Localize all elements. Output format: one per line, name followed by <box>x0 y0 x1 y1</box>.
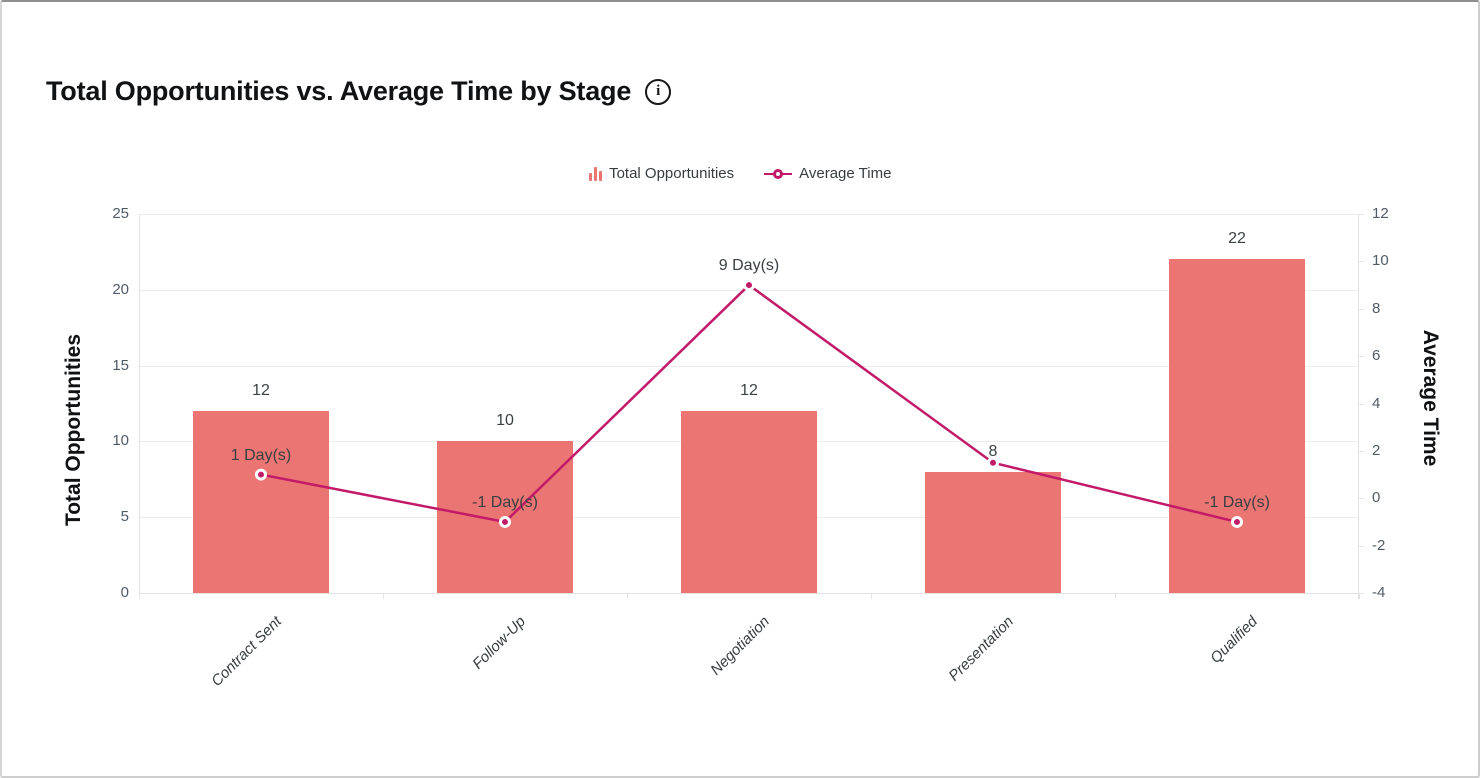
bar-value-label: 12 <box>740 382 758 400</box>
bar-contract-sent[interactable] <box>193 411 329 593</box>
x-axis-tick <box>1359 593 1360 599</box>
bar-value-label: 22 <box>1228 230 1246 248</box>
right-axis-line <box>1358 214 1359 599</box>
right-axis-tick <box>1358 403 1364 405</box>
legend-item-total-opportunities[interactable]: Total Opportunities <box>588 165 735 182</box>
line-path <box>260 283 1238 524</box>
left-axis-line <box>139 214 140 599</box>
x-axis-tick <box>139 593 140 599</box>
point-value-label: 1 Day(s) <box>230 446 292 464</box>
y-tick-label-left: 0 <box>120 584 129 601</box>
x-axis-line <box>139 593 1359 594</box>
point-value-label: -1 Day(s) <box>1204 493 1270 511</box>
right-axis-tick <box>1358 308 1364 310</box>
x-category-label: Follow-Up <box>469 613 530 673</box>
bar-presentation[interactable] <box>925 471 1061 593</box>
right-axis-tick <box>1358 545 1364 547</box>
bar-chart-icon <box>588 166 603 181</box>
right-axis-tick <box>1358 450 1364 452</box>
x-category-label: Negotiation <box>707 613 774 679</box>
x-category-label: Qualified <box>1207 613 1262 667</box>
legend: Total Opportunities Average Time <box>2 165 1478 182</box>
y-tick-label-left: 25 <box>112 205 129 222</box>
right-axis-tick <box>1358 214 1364 215</box>
legend-item-average-time[interactable]: Average Time <box>764 165 891 182</box>
line-point[interactable] <box>987 456 999 469</box>
line-point[interactable] <box>255 468 267 481</box>
grid-line <box>139 214 1359 215</box>
line-point[interactable] <box>499 515 511 528</box>
x-axis-tick <box>383 593 384 599</box>
y-tick-label-right: 2 <box>1372 441 1381 459</box>
right-axis-title: Average Time <box>1419 329 1442 467</box>
right-axis-tick <box>1358 593 1364 594</box>
y-tick-label-right: 12 <box>1372 205 1389 222</box>
y-tick-label-right: 8 <box>1372 299 1381 317</box>
y-tick-label-right: 4 <box>1372 394 1381 412</box>
y-tick-label-left: 10 <box>112 432 129 450</box>
bar-qualified[interactable] <box>1169 259 1305 593</box>
y-tick-label-left: 15 <box>112 356 129 374</box>
y-tick-label-right: 10 <box>1372 252 1389 270</box>
bar-value-label: 8 <box>988 442 998 460</box>
page-title: Total Opportunities vs. Average Time by … <box>46 76 632 106</box>
y-tick-label-right: 6 <box>1372 347 1381 365</box>
chart-header: Total Opportunities vs. Average Time by … <box>46 76 672 107</box>
x-axis-tick <box>1115 593 1116 599</box>
y-tick-label-right: -2 <box>1372 536 1386 554</box>
info-icon[interactable]: i <box>645 78 672 105</box>
line-point[interactable] <box>743 279 755 292</box>
bar-value-label: 10 <box>496 412 514 430</box>
point-value-label: 9 Day(s) <box>718 257 780 275</box>
y-tick-label-left: 5 <box>120 508 129 526</box>
info-icon-glyph: i <box>656 83 661 99</box>
bar-value-label: 12 <box>252 382 270 400</box>
x-category-label: Contract Sent <box>208 613 286 690</box>
right-axis-tick <box>1358 498 1364 500</box>
line-marker-icon <box>764 167 793 181</box>
point-value-label: -1 Day(s) <box>472 493 538 511</box>
legend-label-total-opportunities: Total Opportunities <box>609 165 735 182</box>
x-category-label: Presentation <box>945 613 1018 685</box>
line-point[interactable] <box>1231 515 1243 528</box>
y-tick-label-right: 0 <box>1372 489 1381 507</box>
plot-area: 25 20 15 10 5 0 12 10 8 6 4 2 0 -2 -4 12 10 12 8 22 1 Day(s)… <box>112 205 1388 690</box>
right-axis-tick <box>1358 356 1364 358</box>
x-axis-tick <box>871 593 872 599</box>
right-axis-tick <box>1358 261 1364 263</box>
grid-line <box>139 365 1359 367</box>
y-tick-label-left: 20 <box>112 280 129 298</box>
average-time-line-series <box>255 279 1243 528</box>
y-tick-label-right: -4 <box>1372 584 1386 601</box>
legend-label-average-time: Average Time <box>799 165 892 182</box>
bar-negotiation[interactable] <box>681 411 817 593</box>
x-axis-tick <box>627 593 628 599</box>
